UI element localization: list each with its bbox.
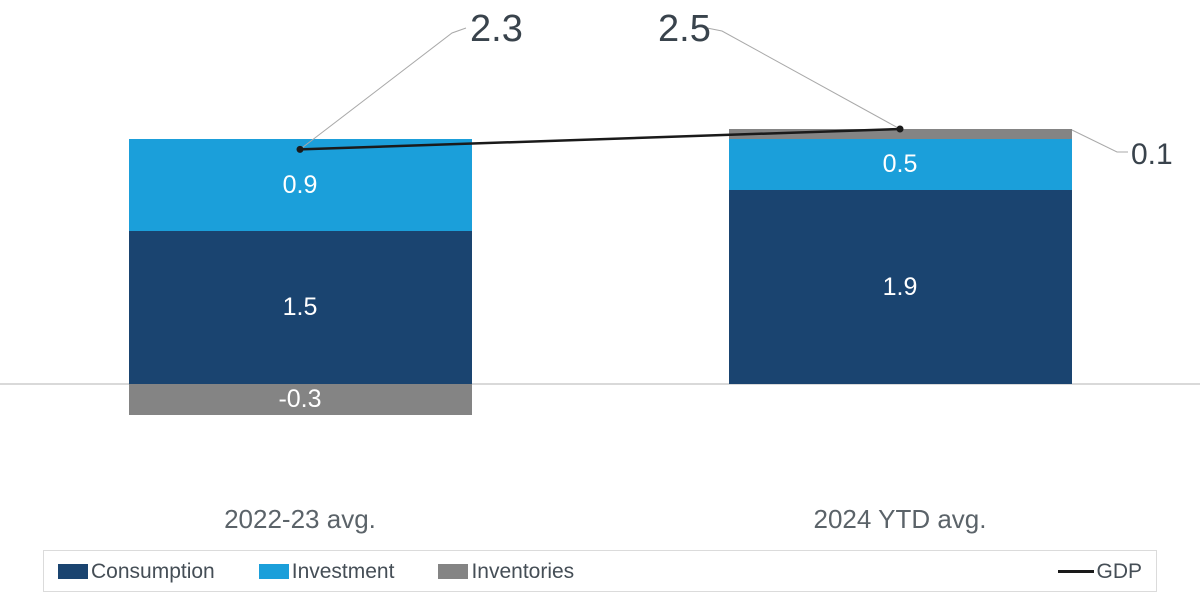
gdp-value-annotation-2024: 2.5 (658, 8, 711, 50)
bar-segment-inventories-2024 (728, 129, 1072, 140)
inventories-value-annotation-2024: 0.1 (1131, 138, 1173, 171)
segment-value-label: 1.9 (882, 272, 918, 301)
legend-label: Inventories (471, 559, 575, 583)
legend-item-inventories: Inventories (438, 561, 574, 582)
legend-label: Consumption (91, 559, 215, 583)
segment-value-label: -0.3 (278, 384, 322, 413)
inventories-swatch-icon (438, 563, 469, 579)
legend-label: Investment (291, 559, 395, 583)
gdp-value-annotation-2022: 2.3 (470, 8, 523, 50)
segment-value-label: 1.5 (282, 293, 318, 321)
consumption-swatch-icon (58, 563, 88, 579)
bar-segment-investment-2022: 0.9 (128, 139, 472, 231)
investment-swatch-icon (258, 563, 289, 579)
bar-segment-consumption-2024: 1.9 (728, 190, 1072, 384)
legend-series-group: Consumption Investment Inventories (58, 561, 574, 582)
category-label-2024-ytd: 2024 YTD avg. (813, 504, 987, 534)
legend-item-gdp: GDP (1058, 561, 1142, 582)
segment-value-label: 0.9 (282, 170, 318, 199)
category-label-2022-23: 2022-23 avg. (224, 504, 376, 534)
legend: Consumption Investment Inventories GDP (43, 550, 1157, 592)
legend-label: GDP (1096, 559, 1142, 583)
bar-segment-consumption-2022: 1.5 (128, 231, 472, 384)
legend-item-investment: Investment (258, 559, 395, 583)
bar-segment-inventories-2022: -0.3 (128, 384, 472, 415)
segment-value-label: 0.5 (882, 150, 918, 179)
bar-segment-investment-2024: 0.5 (728, 139, 1072, 191)
legend-item-consumption: Consumption (58, 561, 215, 582)
gdp-line-swatch-icon (1058, 569, 1095, 573)
zero-axis-line (0, 383, 1200, 385)
